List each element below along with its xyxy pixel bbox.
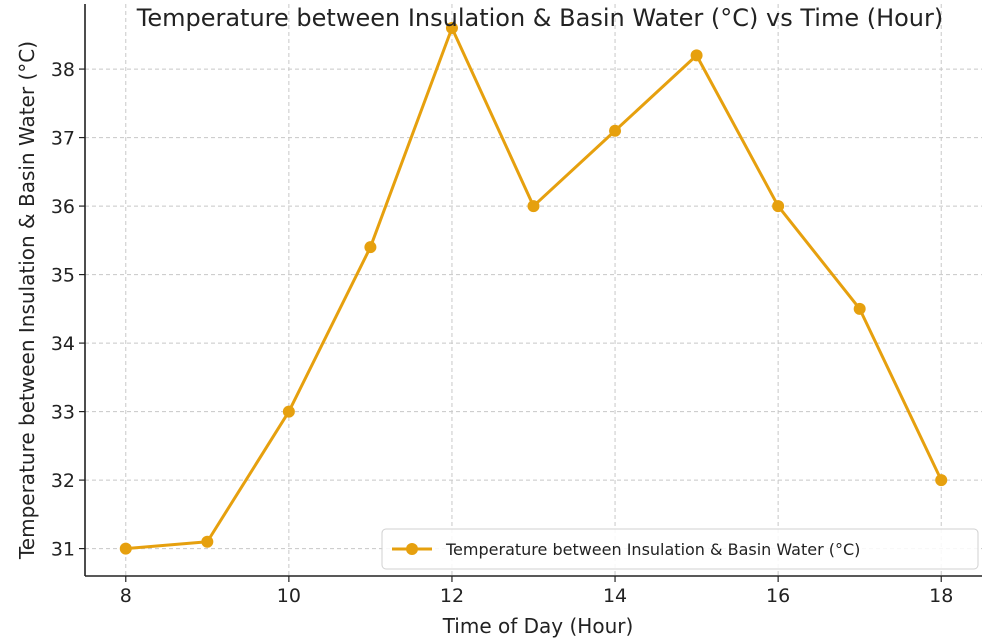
y-ticks: 31 32 33 34 35 36 37 38	[51, 59, 85, 561]
data-point	[282, 405, 295, 418]
legend: Temperature between Insulation & Basin W…	[381, 528, 979, 570]
data-point	[364, 241, 377, 254]
data-point	[445, 21, 458, 34]
data-point	[609, 124, 622, 137]
data-point	[853, 302, 866, 315]
x-tick-label: 12	[440, 585, 464, 607]
y-tick-label: 37	[51, 128, 75, 150]
x-tick-label: 18	[929, 585, 953, 607]
x-tick-label: 8	[120, 585, 132, 607]
y-tick-label: 34	[51, 333, 75, 355]
data-point	[201, 535, 214, 548]
axes	[84, 4, 982, 577]
data-point	[527, 200, 540, 213]
data-point	[935, 474, 948, 487]
x-tick-label: 14	[603, 585, 627, 607]
data-point	[772, 200, 785, 213]
x-tick-label: 10	[277, 585, 301, 607]
legend-label: Temperature between Insulation & Basin W…	[445, 540, 860, 559]
data-point	[690, 49, 703, 62]
legend-marker-swatch	[406, 543, 418, 555]
y-tick-label: 36	[51, 196, 75, 218]
y-tick-label: 32	[51, 470, 75, 492]
y-tick-label: 31	[51, 539, 75, 561]
x-ticks: 8 10 12 14 16 18	[120, 576, 953, 607]
y-axis-label: Temperature between Insulation & Basin W…	[15, 41, 39, 560]
y-tick-label: 38	[51, 59, 75, 81]
legend-box	[381, 528, 979, 570]
x-tick-label: 16	[766, 585, 790, 607]
series-group	[119, 21, 948, 555]
x-axis-label: Time of Day (Hour)	[442, 614, 634, 638]
chart-title: Temperature between Insulation & Basin W…	[136, 4, 944, 32]
series-line	[124, 26, 943, 551]
y-tick-label: 33	[51, 402, 75, 424]
data-point	[119, 542, 132, 555]
y-tick-label: 35	[51, 265, 75, 287]
grid	[85, 4, 982, 576]
